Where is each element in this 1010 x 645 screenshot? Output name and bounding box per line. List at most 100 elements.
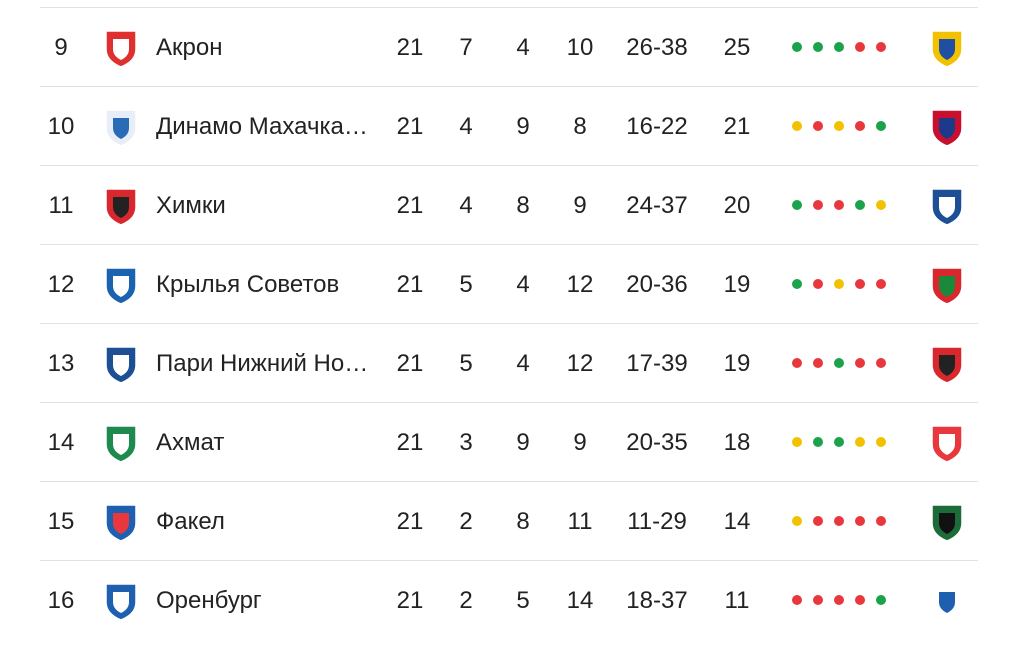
form-dot — [855, 358, 865, 368]
won-cell: 4 — [459, 113, 473, 140]
team-name: Оренбург — [156, 587, 262, 614]
form-dot — [876, 516, 886, 526]
form-dot — [813, 516, 823, 526]
form-dot — [876, 42, 886, 52]
position-cell: 15 — [47, 508, 75, 535]
played-cell: 21 — [396, 113, 424, 140]
won-cell: 4 — [459, 192, 473, 219]
position-cell: 11 — [48, 192, 74, 219]
goals-cell: 20-36 — [626, 271, 688, 298]
played-cell: 21 — [396, 508, 424, 535]
form-dot — [792, 358, 802, 368]
form-dot — [834, 358, 844, 368]
team-logo — [105, 267, 137, 305]
form-dot — [792, 437, 802, 447]
lost-cell: 14 — [566, 587, 594, 614]
drawn-cell: 4 — [516, 350, 530, 377]
points-cell: 11 — [724, 587, 750, 614]
points-cell: 25 — [723, 34, 751, 61]
form-dot — [813, 279, 823, 289]
team-logo — [105, 109, 137, 147]
goals-cell: 24-37 — [626, 192, 688, 219]
lost-cell: 11 — [567, 508, 593, 535]
form-dot — [834, 200, 844, 210]
team-name: Факел — [156, 508, 225, 535]
team-logo — [105, 188, 137, 226]
points-cell: 21 — [723, 113, 751, 140]
team-logo — [105, 583, 137, 621]
table-row: 15 21 2 8 11 11-29 14 Факел — [40, 481, 978, 561]
won-cell: 5 — [459, 350, 473, 377]
drawn-cell: 8 — [516, 192, 530, 219]
form-dot — [855, 279, 865, 289]
team-logo — [105, 425, 137, 463]
lost-cell: 9 — [573, 192, 587, 219]
form-dot — [813, 437, 823, 447]
goals-cell: 11-29 — [627, 508, 687, 535]
goals-cell: 26-38 — [626, 34, 688, 61]
form-dot — [813, 358, 823, 368]
position-cell: 13 — [47, 350, 75, 377]
lost-cell: 9 — [573, 429, 587, 456]
lost-cell: 10 — [566, 34, 594, 61]
form-dot — [792, 42, 802, 52]
drawn-cell: 9 — [516, 429, 530, 456]
team-name: Крылья Советов — [156, 271, 340, 298]
position-cell: 10 — [47, 113, 75, 140]
team-name: Ахмат — [156, 429, 225, 456]
team-logo — [105, 504, 137, 542]
goals-cell: 18-37 — [626, 587, 688, 614]
table-row: 10 21 4 9 8 16-22 21 Динамо Махачка… — [40, 86, 978, 166]
table-row: 12 21 5 4 12 20-36 19 Крылья Советов — [40, 244, 978, 324]
lost-cell: 12 — [566, 271, 594, 298]
next-opponent-logo — [931, 188, 963, 226]
drawn-cell: 5 — [516, 587, 530, 614]
form-dot — [834, 279, 844, 289]
played-cell: 21 — [396, 350, 424, 377]
team-name: Акрон — [156, 34, 223, 61]
goals-cell: 20-35 — [626, 429, 688, 456]
team-logo — [105, 30, 137, 68]
next-opponent-logo — [931, 425, 963, 463]
form-dot — [834, 121, 844, 131]
points-cell: 14 — [723, 508, 751, 535]
form-dot — [855, 121, 865, 131]
position-cell: 14 — [47, 429, 75, 456]
drawn-cell: 4 — [516, 271, 530, 298]
points-cell: 19 — [723, 350, 751, 377]
next-opponent-logo — [931, 583, 963, 621]
points-cell: 19 — [723, 271, 751, 298]
position-cell: 9 — [54, 34, 68, 61]
form-dot — [813, 121, 823, 131]
form-dot — [792, 595, 802, 605]
goals-cell: 17-39 — [626, 350, 688, 377]
points-cell: 20 — [723, 192, 751, 219]
drawn-cell: 9 — [516, 113, 530, 140]
lost-cell: 12 — [566, 350, 594, 377]
played-cell: 21 — [396, 34, 424, 61]
form-dot — [855, 200, 865, 210]
played-cell: 21 — [396, 587, 424, 614]
form-dot — [792, 279, 802, 289]
form-dot — [876, 595, 886, 605]
next-opponent-logo — [931, 267, 963, 305]
table-row: 14 21 3 9 9 20-35 18 Ахмат — [40, 402, 978, 482]
next-opponent-logo — [931, 504, 963, 542]
points-cell: 18 — [723, 429, 751, 456]
table-row: 16 21 2 5 14 18-37 11 Оренбург — [40, 560, 978, 640]
played-cell: 21 — [396, 429, 424, 456]
table-row: 13 21 5 4 12 17-39 19 Пари Нижний Но… — [40, 323, 978, 403]
team-name: Химки — [156, 192, 226, 219]
team-name: Динамо Махачка… — [156, 113, 368, 140]
form-dot — [855, 42, 865, 52]
team-logo — [105, 346, 137, 384]
table-row: 9 21 7 4 10 26-38 25 Акрон — [40, 7, 978, 87]
position-cell: 16 — [47, 587, 75, 614]
next-opponent-logo — [931, 346, 963, 384]
position-cell: 12 — [47, 271, 75, 298]
form-dot — [813, 200, 823, 210]
won-cell: 2 — [459, 587, 473, 614]
drawn-cell: 8 — [516, 508, 530, 535]
next-opponent-logo — [931, 109, 963, 147]
